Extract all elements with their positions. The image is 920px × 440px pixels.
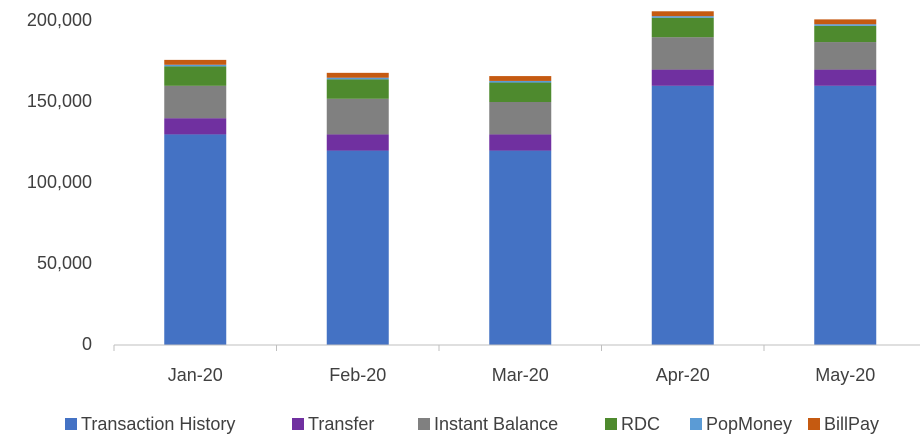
legend-label: Transfer [308, 414, 374, 434]
bar-segment [651, 85, 714, 346]
x-tick-label: Feb-20 [329, 365, 386, 385]
y-tick-label: 0 [82, 334, 92, 354]
bar-segment [326, 134, 389, 151]
bar-segment [814, 42, 877, 70]
bar-segment [164, 59, 227, 65]
bar-segment [489, 82, 552, 102]
x-tick-label: Apr-20 [656, 365, 710, 385]
bar-segment [164, 118, 227, 135]
legend-label: BillPay [824, 414, 879, 434]
legend-label: RDC [621, 414, 660, 434]
bar-segment [326, 98, 389, 135]
legend-label: PopMoney [706, 414, 792, 434]
bar-segment [489, 134, 552, 151]
x-tick-label: Jan-20 [168, 365, 223, 385]
y-tick-label: 200,000 [27, 10, 92, 30]
bar-segment [814, 69, 877, 86]
bar-segment [651, 37, 714, 70]
bar-segment [814, 25, 877, 43]
y-tick-label: 50,000 [37, 253, 92, 273]
legend-swatch [65, 418, 77, 430]
legend-label: Instant Balance [434, 414, 558, 434]
x-tick-label: Mar-20 [492, 365, 549, 385]
bar-segment [489, 80, 552, 83]
bar-segment [489, 76, 552, 81]
bar-segment [651, 11, 714, 17]
y-tick-label: 150,000 [27, 91, 92, 111]
bar-segment [164, 134, 227, 345]
bar-segment [814, 24, 877, 26]
bar-segment [326, 150, 389, 345]
bar-segment [814, 85, 877, 346]
x-tick-label: May-20 [815, 365, 875, 385]
bar-segment [326, 79, 389, 99]
legend-swatch [418, 418, 430, 430]
bar-segment [489, 102, 552, 135]
legend-swatch [690, 418, 702, 430]
legend-swatch [605, 418, 617, 430]
bar-segment [814, 19, 877, 25]
y-tick-label: 100,000 [27, 172, 92, 192]
legend-swatch [292, 418, 304, 430]
bar-segment [651, 17, 714, 38]
bar-segment [164, 85, 227, 119]
bar-segment [326, 72, 389, 78]
bar-segment [164, 64, 227, 67]
bar-segment [164, 66, 227, 86]
legend-swatch [808, 418, 820, 430]
bar-segment [326, 77, 389, 80]
bar-segment [651, 16, 714, 18]
bar-segment [489, 150, 552, 345]
legend-label: Transaction History [81, 414, 235, 434]
bar-segment [651, 69, 714, 86]
